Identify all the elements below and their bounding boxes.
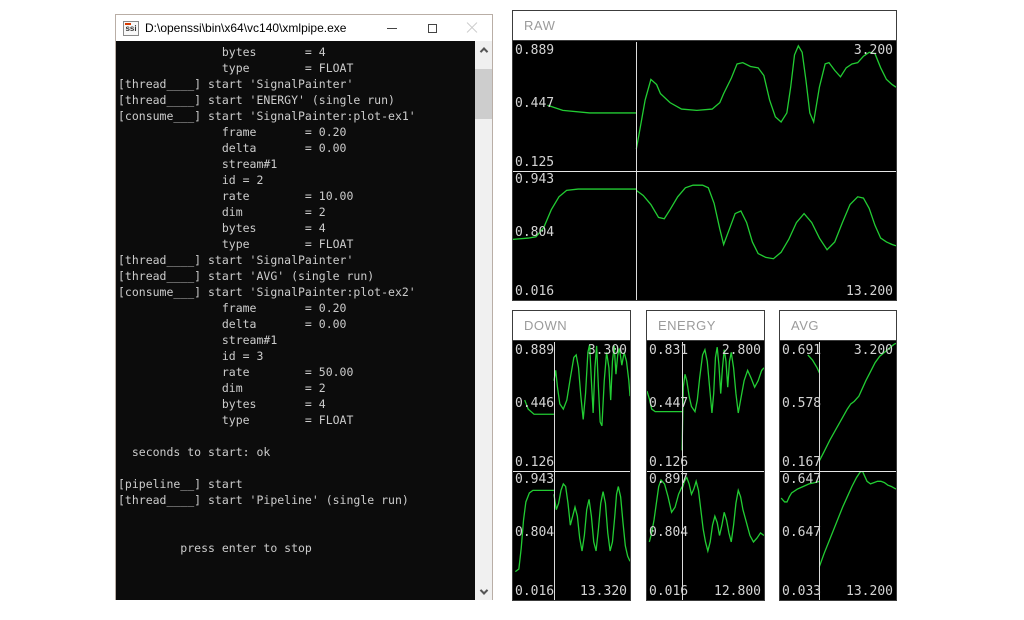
plot-title: AVG [791,318,819,333]
axis-range-label: 3.200 [854,343,893,358]
signal-panel: 0.889 0.447 0.125 3.200 [513,42,896,171]
window-controls [372,15,492,41]
axis-mid-label: 0.804 [515,225,554,240]
axis-max-label: 0.831 [649,343,688,358]
plot-window-energy: ENERGY 0.831 0.447 0.126 2.800 0.897 0.8… [646,310,765,601]
scrollbar-thumb[interactable] [475,69,492,119]
plot-body: 0.831 0.447 0.126 2.800 0.897 0.804 0.01… [647,342,764,600]
axis-mid-label: 0.578 [782,396,821,411]
scroll-up-button[interactable] [475,41,492,58]
axis-range-label: 3.200 [854,43,893,58]
axis-max-label: 0.647 [782,472,821,487]
plot-body: 0.691 0.578 0.167 3.200 0.647 0.647 0.03… [780,342,896,600]
plot-title: RAW [524,18,555,33]
signal-curve [513,171,896,300]
maximize-button[interactable] [412,15,452,41]
axis-mid-label: 0.447 [649,396,688,411]
axis-min-label: 0.125 [515,155,554,170]
axis-mid-label: 0.804 [649,525,688,540]
scroll-down-button[interactable] [475,583,492,600]
axis-mid-label: 0.447 [515,96,554,111]
axis-range-label: 13.320 [580,584,627,599]
axis-range-label: 2.800 [722,343,761,358]
axis-max-label: 0.897 [649,472,688,487]
signal-panel: 0.889 0.446 0.126 3.300 [513,342,630,471]
plot-titlebar[interactable]: RAW [513,11,896,41]
axis-max-label: 0.943 [515,172,554,187]
axis-range-label: 3.300 [588,343,627,358]
signal-panel: 0.943 0.804 0.016 13.200 [513,171,896,300]
panel-divider [513,171,896,172]
close-icon [466,22,478,34]
ssi-app-icon: ssi [123,21,139,36]
axis-max-label: 0.691 [782,343,821,358]
plot-body: 0.889 0.446 0.126 3.300 0.943 0.804 0.01… [513,342,630,600]
console-title: D:\openssi\bin\x64\vc140\xmlpipe.exe [145,21,346,35]
axis-max-label: 0.889 [515,43,554,58]
console-body: bytes = 4 type = FLOAT [thread____] star… [116,41,492,600]
plot-title: ENERGY [658,318,716,333]
axis-min-label: 0.126 [649,455,688,470]
minimize-icon [387,28,397,29]
axis-mid-label: 0.647 [782,525,821,540]
axis-min-label: 0.126 [515,455,554,470]
axis-min-label: 0.033 [782,584,821,599]
console-output[interactable]: bytes = 4 type = FLOAT [thread____] star… [116,41,475,600]
axis-range-label: 13.200 [846,584,893,599]
chevron-down-icon [479,586,487,594]
minimize-button[interactable] [372,15,412,41]
axis-range-label: 13.200 [846,284,893,299]
plot-title: DOWN [524,318,567,333]
plot-window-avg: AVG 0.691 0.578 0.167 3.200 0.647 0.647 … [779,310,897,601]
axis-min-label: 0.016 [515,584,554,599]
maximize-icon [428,24,437,33]
axis-mid-label: 0.804 [515,525,554,540]
plot-titlebar[interactable]: DOWN [513,311,630,341]
axis-min-label: 0.016 [649,584,688,599]
axis-min-label: 0.167 [782,455,821,470]
axis-mid-label: 0.446 [515,396,554,411]
signal-curve [513,42,896,171]
plot-window-down: DOWN 0.889 0.446 0.126 3.300 0.943 0.804… [512,310,631,601]
signal-panel: 0.897 0.804 0.016 12.800 [647,471,764,600]
axis-max-label: 0.889 [515,343,554,358]
close-button[interactable] [452,15,492,41]
plot-titlebar[interactable]: ENERGY [647,311,764,341]
axis-range-label: 12.800 [714,584,761,599]
signal-panel: 0.647 0.647 0.033 13.200 [780,471,896,600]
signal-panel: 0.831 0.447 0.126 2.800 [647,342,764,471]
console-scrollbar[interactable] [475,41,492,600]
console-titlebar[interactable]: ssi D:\openssi\bin\x64\vc140\xmlpipe.exe [116,15,492,41]
chevron-up-icon [479,47,487,55]
console-window: ssi D:\openssi\bin\x64\vc140\xmlpipe.exe… [115,14,493,600]
plot-body: 0.889 0.447 0.125 3.200 0.943 0.804 0.01… [513,42,896,300]
plot-window-raw: RAW 0.889 0.447 0.125 3.200 0.943 0.804 … [512,10,897,301]
plot-titlebar[interactable]: AVG [780,311,896,341]
axis-max-label: 0.943 [515,472,554,487]
signal-panel: 0.691 0.578 0.167 3.200 [780,342,896,471]
signal-panel: 0.943 0.804 0.016 13.320 [513,471,630,600]
axis-min-label: 0.016 [515,284,554,299]
